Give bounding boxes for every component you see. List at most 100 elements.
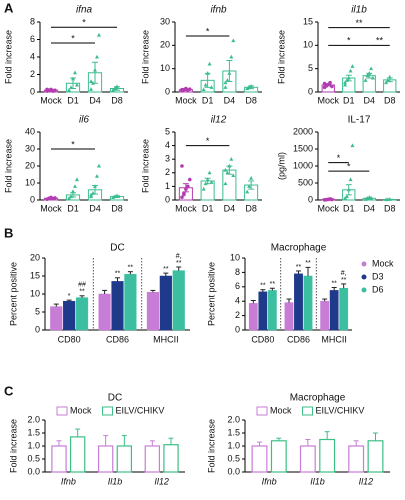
data-point	[350, 143, 355, 148]
significance-label: *	[68, 293, 71, 300]
x-tick-label: Il12	[359, 476, 374, 486]
legend-marker	[361, 274, 367, 280]
x-tick-label: D4	[89, 95, 101, 105]
bar	[248, 303, 258, 331]
y-tick-label: 1	[165, 181, 170, 191]
significance-label: *	[82, 18, 86, 28]
legend-label: Mock	[70, 405, 92, 415]
y-tick-label: 1500	[293, 143, 313, 153]
y-tick-label: 4	[165, 140, 170, 150]
data-point	[94, 174, 99, 178]
significance-label: **	[79, 289, 85, 296]
legend-label: D3	[372, 271, 384, 281]
data-point	[247, 184, 252, 188]
data-point	[207, 170, 212, 175]
data-point	[245, 189, 250, 194]
y-tick-label: 10	[30, 288, 40, 298]
x-tick-label: D8	[111, 203, 123, 213]
x-tick-label: D8	[384, 203, 396, 213]
data-point	[385, 78, 390, 82]
y-axis-label: Fold increase	[206, 419, 216, 473]
data-point	[89, 192, 94, 197]
bar	[339, 287, 349, 331]
data-point	[369, 66, 374, 71]
legend-marker	[256, 406, 268, 416]
y-tick-label: 0	[165, 86, 170, 96]
y-tick-label: 0	[30, 194, 35, 204]
y-tick-label: 30	[25, 143, 35, 153]
data-point	[180, 164, 184, 168]
y-tick-label: 2	[165, 167, 170, 177]
bar	[319, 438, 336, 473]
data-point	[225, 170, 230, 175]
data-point	[67, 196, 72, 200]
y-tick-label: 20	[25, 160, 35, 170]
chart-title: ifna	[76, 5, 93, 16]
data-point	[348, 68, 353, 73]
bar	[75, 297, 89, 331]
bar	[348, 445, 365, 473]
data-point	[89, 79, 94, 83]
data-point	[231, 38, 236, 43]
y-tick-label: 5	[308, 63, 313, 73]
x-tick-label: Il1b	[310, 476, 325, 486]
x-tick-label: D1	[343, 95, 355, 105]
data-point	[71, 189, 75, 193]
data-point	[74, 177, 79, 182]
bar	[124, 273, 137, 331]
x-tick-label: D4	[224, 95, 236, 105]
data-point	[201, 87, 206, 92]
data-point	[223, 85, 228, 89]
y-tick-label: 4	[30, 51, 35, 61]
x-tick-label: D8	[245, 203, 257, 213]
bar	[50, 306, 63, 331]
y-tick-label: 0.0	[227, 466, 240, 476]
y-tick-label: 6	[235, 281, 240, 291]
y-tick-label: 2	[30, 69, 35, 79]
x-tick-label: D1	[202, 203, 214, 213]
y-tick-label: 2.0	[27, 414, 40, 424]
y-axis-label: Fold increase	[3, 30, 13, 84]
significance-label: **	[376, 36, 384, 46]
y-tick-label: 0	[30, 86, 35, 96]
data-point	[180, 87, 184, 92]
data-point	[53, 88, 57, 93]
data-point	[72, 184, 77, 188]
data-point	[180, 195, 184, 200]
bar	[146, 291, 160, 331]
chart-title: Macrophage	[271, 243, 327, 254]
x-tick-label: D1	[67, 203, 79, 213]
data-point	[225, 78, 230, 82]
x-tick-label: D4	[224, 203, 236, 213]
data-point	[249, 176, 254, 180]
y-tick-label: 0.5	[227, 453, 240, 463]
data-point	[186, 184, 190, 189]
y-axis-label: (pg/ml)	[276, 152, 286, 180]
y-tick-label: 5	[35, 306, 40, 316]
x-tick-label: CD80	[58, 334, 81, 344]
y-tick-label: 20	[160, 40, 170, 50]
y-tick-label: 10	[160, 63, 170, 73]
bar	[97, 445, 114, 473]
data-point	[209, 180, 214, 184]
significance-label: *	[206, 26, 210, 36]
data-point	[113, 86, 118, 90]
data-point	[365, 73, 370, 78]
y-tick-label: 0.0	[27, 466, 40, 476]
y-axis-label: Fold increase	[3, 139, 13, 193]
data-point	[67, 88, 72, 92]
bar	[69, 436, 86, 473]
bar	[172, 270, 185, 331]
legend-label: EILV/CHIKV	[316, 405, 365, 415]
y-tick-label: 4	[235, 296, 240, 306]
y-tick-label: 1.5	[27, 427, 40, 437]
x-tick-label: MHCII	[153, 334, 179, 344]
x-tick-label: Mock	[40, 95, 62, 105]
data-point	[209, 85, 214, 89]
legend-marker	[102, 406, 114, 416]
panel-label: C	[4, 383, 14, 398]
significance-label: **	[305, 260, 311, 267]
y-tick-label: 0	[165, 194, 170, 204]
x-tick-label: D8	[245, 95, 257, 105]
